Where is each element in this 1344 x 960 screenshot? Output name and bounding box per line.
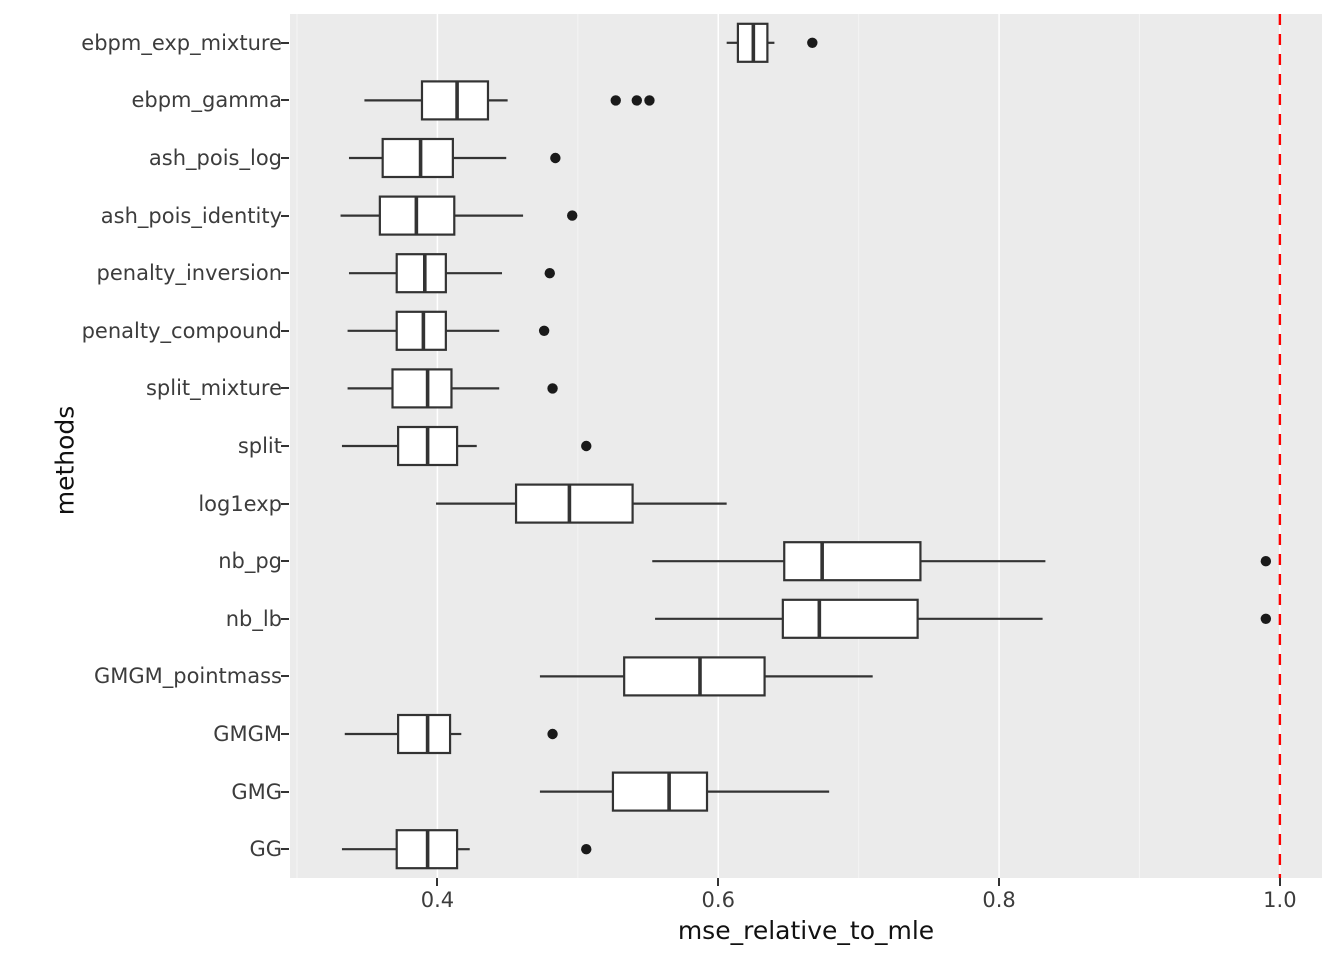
- outlier-point: [544, 268, 555, 279]
- box: [611, 771, 709, 812]
- y-axis-label: ash_pois_identity: [100, 203, 282, 228]
- y-tick-mark: [281, 214, 289, 217]
- y-tick-mark: [281, 848, 289, 851]
- plot-area: [296, 14, 1282, 878]
- y-tick-mark: [281, 387, 289, 390]
- y-tick-mark: [281, 329, 289, 332]
- outlier-point: [567, 210, 578, 221]
- y-tick-mark: [281, 502, 289, 505]
- y-axis-label: penalty_compound: [81, 318, 282, 343]
- box: [420, 80, 490, 121]
- box: [395, 253, 447, 294]
- y-axis-label: GMGM: [213, 722, 282, 746]
- y-axis-label: ebpm_gamma: [131, 88, 282, 113]
- outlier-point: [547, 383, 558, 394]
- outlier-point: [1260, 613, 1272, 624]
- y-tick-mark: [281, 790, 289, 793]
- y-tick-mark: [281, 617, 289, 620]
- outlier-point: [1260, 556, 1272, 567]
- x-axis-label: 0.4: [420, 888, 455, 912]
- y-tick-mark: [281, 272, 289, 275]
- outlier-point: [547, 728, 558, 740]
- y-axis-label: split_mixture: [145, 376, 282, 401]
- outlier-point: [644, 95, 655, 106]
- x-tick-mark: [436, 878, 439, 886]
- y-axis-label: nb_pg: [218, 549, 282, 574]
- y-axis-label: GG: [249, 837, 282, 862]
- box: [397, 713, 452, 755]
- outlier-point: [581, 844, 592, 855]
- y-axis-label: penalty_inversion: [96, 261, 282, 286]
- outlier-point: [550, 152, 561, 164]
- x-axis-title: mse_relative_to_mle: [677, 916, 935, 945]
- y-axis-label: GMGM_pointmass: [93, 664, 282, 689]
- y-axis-label: nb_lb: [225, 606, 282, 631]
- plot-panel: [290, 14, 1322, 878]
- outlier-point: [581, 440, 592, 452]
- x-axis-label: 0.8: [982, 888, 1016, 912]
- y-tick-mark: [281, 445, 289, 447]
- box: [783, 541, 922, 582]
- y-axis-label: ebpm_exp_mixture: [81, 30, 282, 55]
- outlier-point: [807, 37, 818, 48]
- outlier-point: [538, 325, 550, 336]
- y-axis-label: log1exp: [198, 491, 282, 516]
- x-tick-mark: [998, 878, 1001, 886]
- x-axis-label: 1.0: [1263, 888, 1297, 912]
- x-tick-mark: [1278, 878, 1281, 886]
- y-tick-mark: [281, 99, 289, 102]
- box: [514, 483, 634, 524]
- y-tick-mark: [281, 41, 289, 44]
- y-axis-label: split: [237, 434, 282, 458]
- box: [623, 656, 766, 697]
- box: [781, 598, 919, 639]
- y-axis-label: ash_pois_log: [148, 146, 282, 170]
- x-axis-label: 0.6: [701, 888, 735, 912]
- y-axis-title: methods: [50, 405, 80, 516]
- y-axis-label: GMG: [231, 779, 282, 804]
- box: [395, 310, 447, 351]
- y-tick-mark: [281, 157, 289, 159]
- y-tick-mark: [281, 675, 289, 678]
- y-tick-mark: [281, 733, 289, 735]
- outlier-point: [631, 95, 643, 106]
- box: [381, 137, 454, 179]
- box: [391, 368, 453, 409]
- y-tick-mark: [281, 560, 289, 563]
- outlier-point: [610, 95, 621, 106]
- x-tick-mark: [717, 878, 720, 886]
